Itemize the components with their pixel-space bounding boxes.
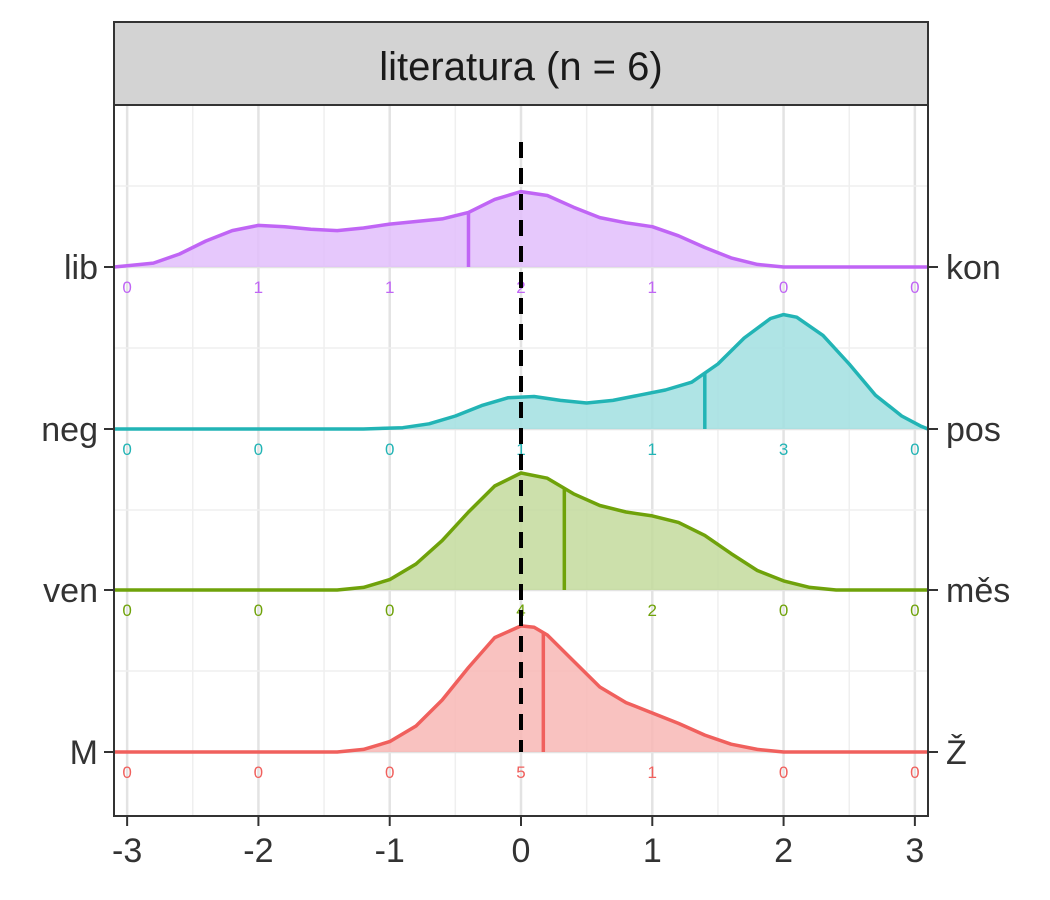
x-tick-label: -1 [375, 832, 405, 870]
x-tick-label: -2 [243, 832, 273, 870]
y-label-right-Ž: Ž [946, 734, 967, 772]
count-label-ven: 0 [385, 601, 394, 620]
count-label-M: 0 [385, 763, 394, 782]
ridge-area-ven [114, 473, 928, 590]
count-label-M: 0 [254, 763, 263, 782]
ridge-line-lib [113, 189, 928, 269]
ridge-neg: 0 0 0 1 1 3 0 [114, 312, 929, 459]
count-label-ven: 0 [122, 601, 131, 620]
count-label-ven: 2 [648, 601, 657, 620]
strip-header: literatura (n = 6) [113, 21, 929, 106]
y-label-right-kon: kon [946, 249, 1001, 287]
y-label-left-lib: lib [64, 249, 98, 287]
ridge-line-ven [114, 471, 928, 592]
count-label-neg: 1 [516, 440, 525, 459]
count-label-neg: 0 [385, 440, 394, 459]
ridge-ven: 0004200 [114, 471, 928, 620]
ridge-line-M [114, 624, 928, 754]
count-label-lib: 1 [385, 278, 394, 297]
count-label-M: 0 [910, 763, 919, 782]
y-label-left-ven: ven [43, 572, 98, 610]
x-tick-label: 0 [512, 832, 531, 870]
ridge-area-neg [114, 314, 928, 429]
count-label-neg: 0 [910, 440, 919, 459]
x-tick-label: 1 [643, 832, 662, 870]
count-label-M: 1 [648, 763, 657, 782]
chart-title: literatura (n = 6) [379, 45, 662, 89]
count-label-M: 0 [122, 763, 131, 782]
count-label-ven: 0 [779, 601, 788, 620]
count-label-neg: 3 [779, 440, 788, 459]
count-label-ven: 0 [910, 601, 919, 620]
x-tick-label: 2 [774, 832, 793, 870]
strip-background [113, 21, 929, 106]
count-label-lib: 0 [122, 278, 131, 297]
count-label-neg: 1 [648, 440, 657, 459]
y-label-left-neg: neg [41, 411, 98, 449]
y-label-left-M: M [70, 734, 98, 772]
count-label-M: 0 [779, 763, 788, 782]
ridge-line-neg [114, 312, 929, 431]
count-label-lib: 0 [910, 278, 919, 297]
count-label-lib: 1 [648, 278, 657, 297]
y-label-right-pos: pos [946, 411, 1001, 449]
count-label-M: 5 [516, 763, 525, 782]
count-label-lib: 1 [254, 278, 263, 297]
count-label-neg: 0 [122, 440, 131, 459]
x-tick-label: -3 [112, 832, 142, 870]
y-label-right-měs: měs [946, 572, 1010, 610]
x-tick-label: 3 [905, 832, 924, 870]
count-label-lib: 0 [779, 278, 788, 297]
count-label-neg: 0 [254, 440, 263, 459]
count-label-ven: 0 [254, 601, 263, 620]
